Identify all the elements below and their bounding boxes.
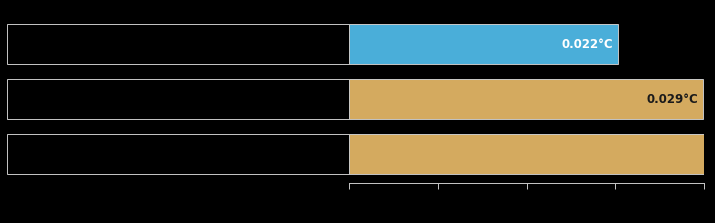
Bar [7, 134, 349, 174]
Bar [349, 24, 618, 64]
Bar [349, 79, 704, 119]
Bar [349, 134, 715, 174]
Text: 0.022°C: 0.022°C [561, 38, 613, 51]
Text: 0.029°C: 0.029°C [647, 93, 699, 106]
Bar [349, 24, 618, 64]
Bar [349, 134, 715, 174]
Bar [349, 79, 704, 119]
Bar [7, 79, 349, 119]
Bar [7, 24, 349, 64]
